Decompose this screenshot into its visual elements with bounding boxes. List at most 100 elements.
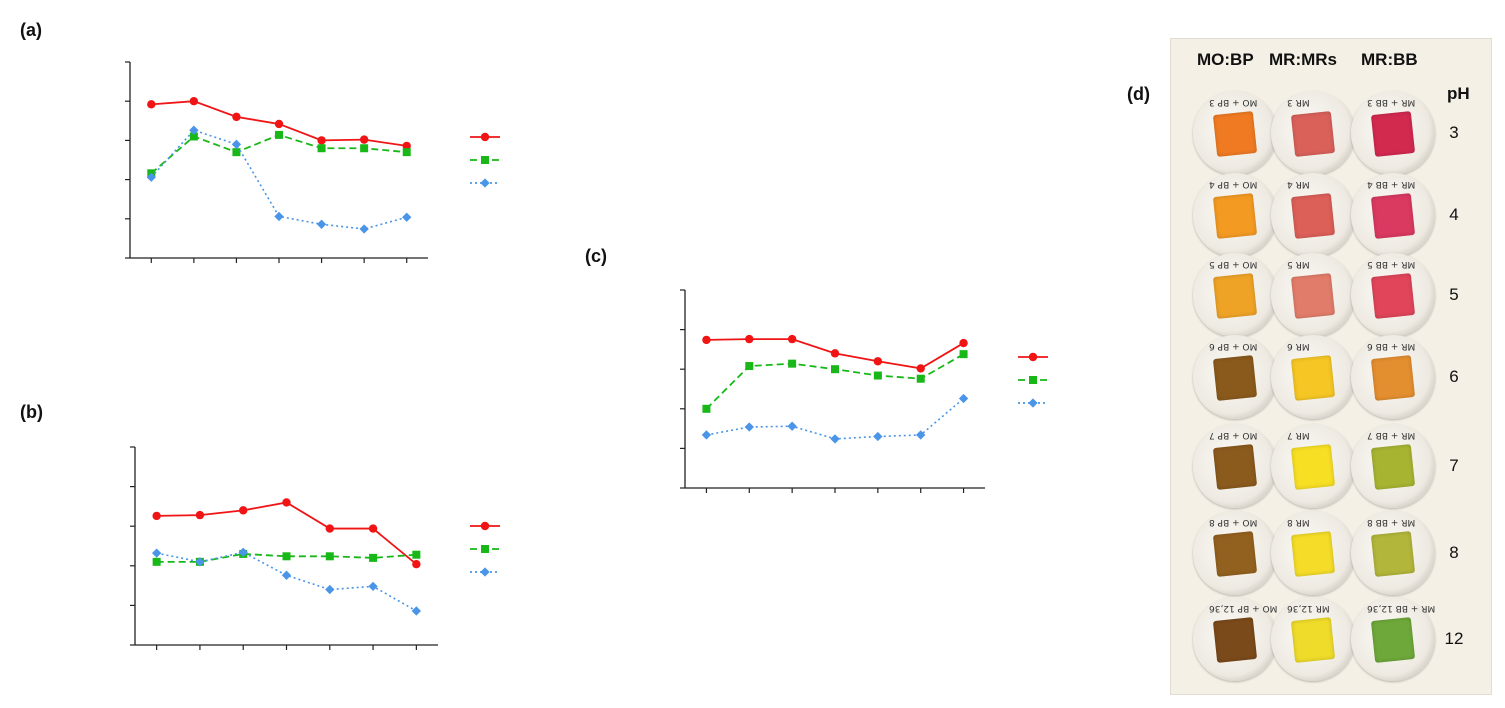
data-point-blue: [231, 139, 242, 149]
dish-handwritten-label: MO + BP 5: [1209, 259, 1258, 269]
data-point-red: [195, 510, 205, 520]
data-point-green: [232, 148, 241, 157]
column-header: MR:MRs: [1269, 50, 1337, 69]
dish-handwritten-label: MR 12,36: [1287, 603, 1330, 613]
indicator-film: [1370, 355, 1416, 401]
data-point-red: [232, 112, 241, 122]
petri-dish: MO + BP 7: [1193, 424, 1277, 508]
data-point-red: [152, 511, 161, 521]
data-point-red: [189, 97, 199, 106]
ph-value: 4: [1449, 205, 1459, 224]
dish-handwritten-label: MR + BB 7: [1367, 430, 1416, 440]
data-point-green: [788, 359, 797, 368]
data-point-green: [873, 371, 882, 380]
dish-handwritten-label: MR 5: [1287, 259, 1310, 269]
legend-marker-green: [1029, 376, 1037, 384]
legend-marker-blue: [480, 567, 490, 577]
data-point-blue: [873, 431, 883, 442]
indicator-film: [1212, 273, 1258, 319]
data-point-blue: [146, 172, 156, 182]
data-point-green: [189, 132, 198, 141]
petri-dish: MO + BP 6: [1193, 335, 1277, 419]
indicator-film: [1290, 193, 1336, 239]
indicator-film: [1290, 617, 1336, 663]
data-point-blue: [701, 430, 712, 440]
chart-mr-bb: [130, 446, 500, 650]
indicator-film: [1370, 617, 1416, 663]
dish-handwritten-label: MO + BP 4: [1209, 179, 1258, 189]
dish-handwritten-label: MR 7: [1287, 430, 1310, 440]
data-point-blue: [830, 434, 840, 444]
petri-dish: MR + BB 6: [1351, 335, 1435, 419]
indicator-film: [1212, 111, 1258, 157]
ph-value: 6: [1449, 367, 1459, 386]
legend-marker-blue: [480, 178, 490, 188]
dish-handwritten-label: MR 4: [1287, 179, 1310, 189]
data-point-green: [702, 404, 711, 413]
dish-handwritten-label: MR 6: [1287, 341, 1310, 351]
data-point-red: [873, 357, 883, 366]
dish-handwritten-label: MO + BP 7: [1209, 430, 1258, 440]
indicator-film: [1212, 444, 1258, 490]
data-point-blue: [368, 581, 378, 592]
petri-dish: MO + BP 5: [1193, 253, 1277, 337]
petri-dish: MR 5: [1271, 253, 1355, 337]
petri-dish: MR + BB 7: [1351, 424, 1435, 508]
data-point-blue: [151, 548, 162, 558]
data-point-red: [368, 524, 378, 533]
indicator-film: [1212, 193, 1258, 239]
data-point-green: [831, 365, 839, 374]
legend-marker-green: [481, 545, 489, 553]
petri-dish: MR 3: [1271, 91, 1355, 175]
chart-mo-bp: [680, 289, 1048, 493]
data-point-green: [317, 144, 326, 153]
data-point-green: [360, 144, 369, 153]
dish-handwritten-label: MR + BB 3: [1367, 97, 1416, 107]
ph-value: 8: [1449, 543, 1459, 562]
petri-dish: MR + BB 12,36: [1351, 597, 1435, 681]
data-point-blue: [787, 421, 797, 431]
data-point-green: [959, 350, 968, 359]
data-point-red: [147, 100, 156, 109]
petri-dish: MR 7: [1271, 424, 1355, 508]
petri-dish: MO + BP 12,36: [1193, 597, 1277, 681]
indicator-film: [1212, 617, 1258, 663]
indicator-film: [1370, 111, 1416, 157]
column-header: MR:BB: [1361, 50, 1418, 69]
data-point-red: [787, 334, 797, 344]
dish-handwritten-label: MO + BP 6: [1209, 341, 1258, 351]
petri-dish: MO + BP 4: [1193, 173, 1277, 257]
petri-dish: MO + BP 8: [1193, 511, 1277, 595]
dish-handwritten-label: MR + BB 6: [1367, 341, 1416, 351]
data-point-blue: [744, 422, 754, 432]
data-point-red: [282, 498, 291, 507]
data-point-red: [916, 364, 925, 373]
dish-handwritten-label: MO + BP 3: [1209, 97, 1258, 107]
panel-label-d: (d): [1127, 84, 1150, 104]
indicator-film: [1212, 531, 1258, 577]
indicator-film: [1370, 273, 1416, 319]
indicator-film: [1290, 111, 1336, 157]
data-point-green: [412, 550, 421, 559]
petri-dish: MO + BP 3: [1193, 91, 1277, 175]
data-point-blue: [359, 224, 369, 234]
petri-dish: MR 12,36: [1271, 597, 1355, 681]
ph-value: 5: [1449, 285, 1459, 304]
data-point-green: [282, 552, 291, 561]
chart-mr-mrs: [125, 61, 500, 263]
data-point-red: [402, 141, 411, 151]
data-point-blue: [316, 219, 327, 229]
legend-marker-red: [480, 132, 490, 142]
legend-marker-red: [1028, 352, 1038, 362]
dish-handwritten-label: MR 8: [1287, 517, 1310, 527]
indicator-film: [1290, 273, 1336, 319]
dish-handwritten-label: MR + BB 4: [1367, 179, 1416, 189]
panel-label-c: (c): [585, 246, 607, 266]
petri-dish: MR 8: [1271, 511, 1355, 595]
data-point-red: [412, 560, 421, 569]
data-point-red: [274, 119, 284, 129]
data-point-green: [325, 552, 334, 561]
data-point-red: [325, 524, 334, 533]
data-point-green: [275, 130, 283, 139]
data-point-red: [830, 349, 840, 358]
